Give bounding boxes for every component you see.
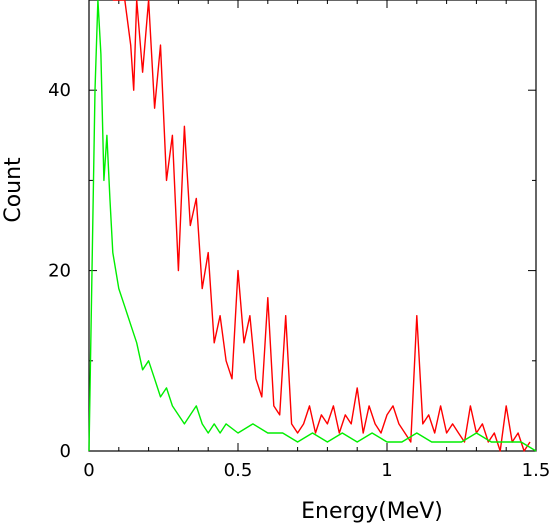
y-tick-label: 40 [48, 80, 71, 101]
series-layer [88, 0, 537, 452]
red-spectrum-line [112, 0, 531, 452]
x-tick-label: 1 [381, 460, 392, 481]
x-tick-label: 0.5 [224, 460, 253, 481]
x-tick-label: 1.5 [522, 460, 549, 481]
x-axis-label: Energy(MeV) [301, 499, 443, 524]
y-tick-label: 0 [60, 441, 71, 462]
y-axis-ticks: 0 20 40 [48, 80, 536, 462]
plot-frame [88, 0, 537, 452]
x-tick-label: 0 [83, 460, 94, 481]
green-spectrum-line [88, 0, 537, 452]
y-tick-label: 20 [48, 261, 71, 282]
y-axis-label: Count [1, 157, 26, 223]
x-axis-ticks: 0 0.5 1 1.5 [83, 0, 549, 481]
